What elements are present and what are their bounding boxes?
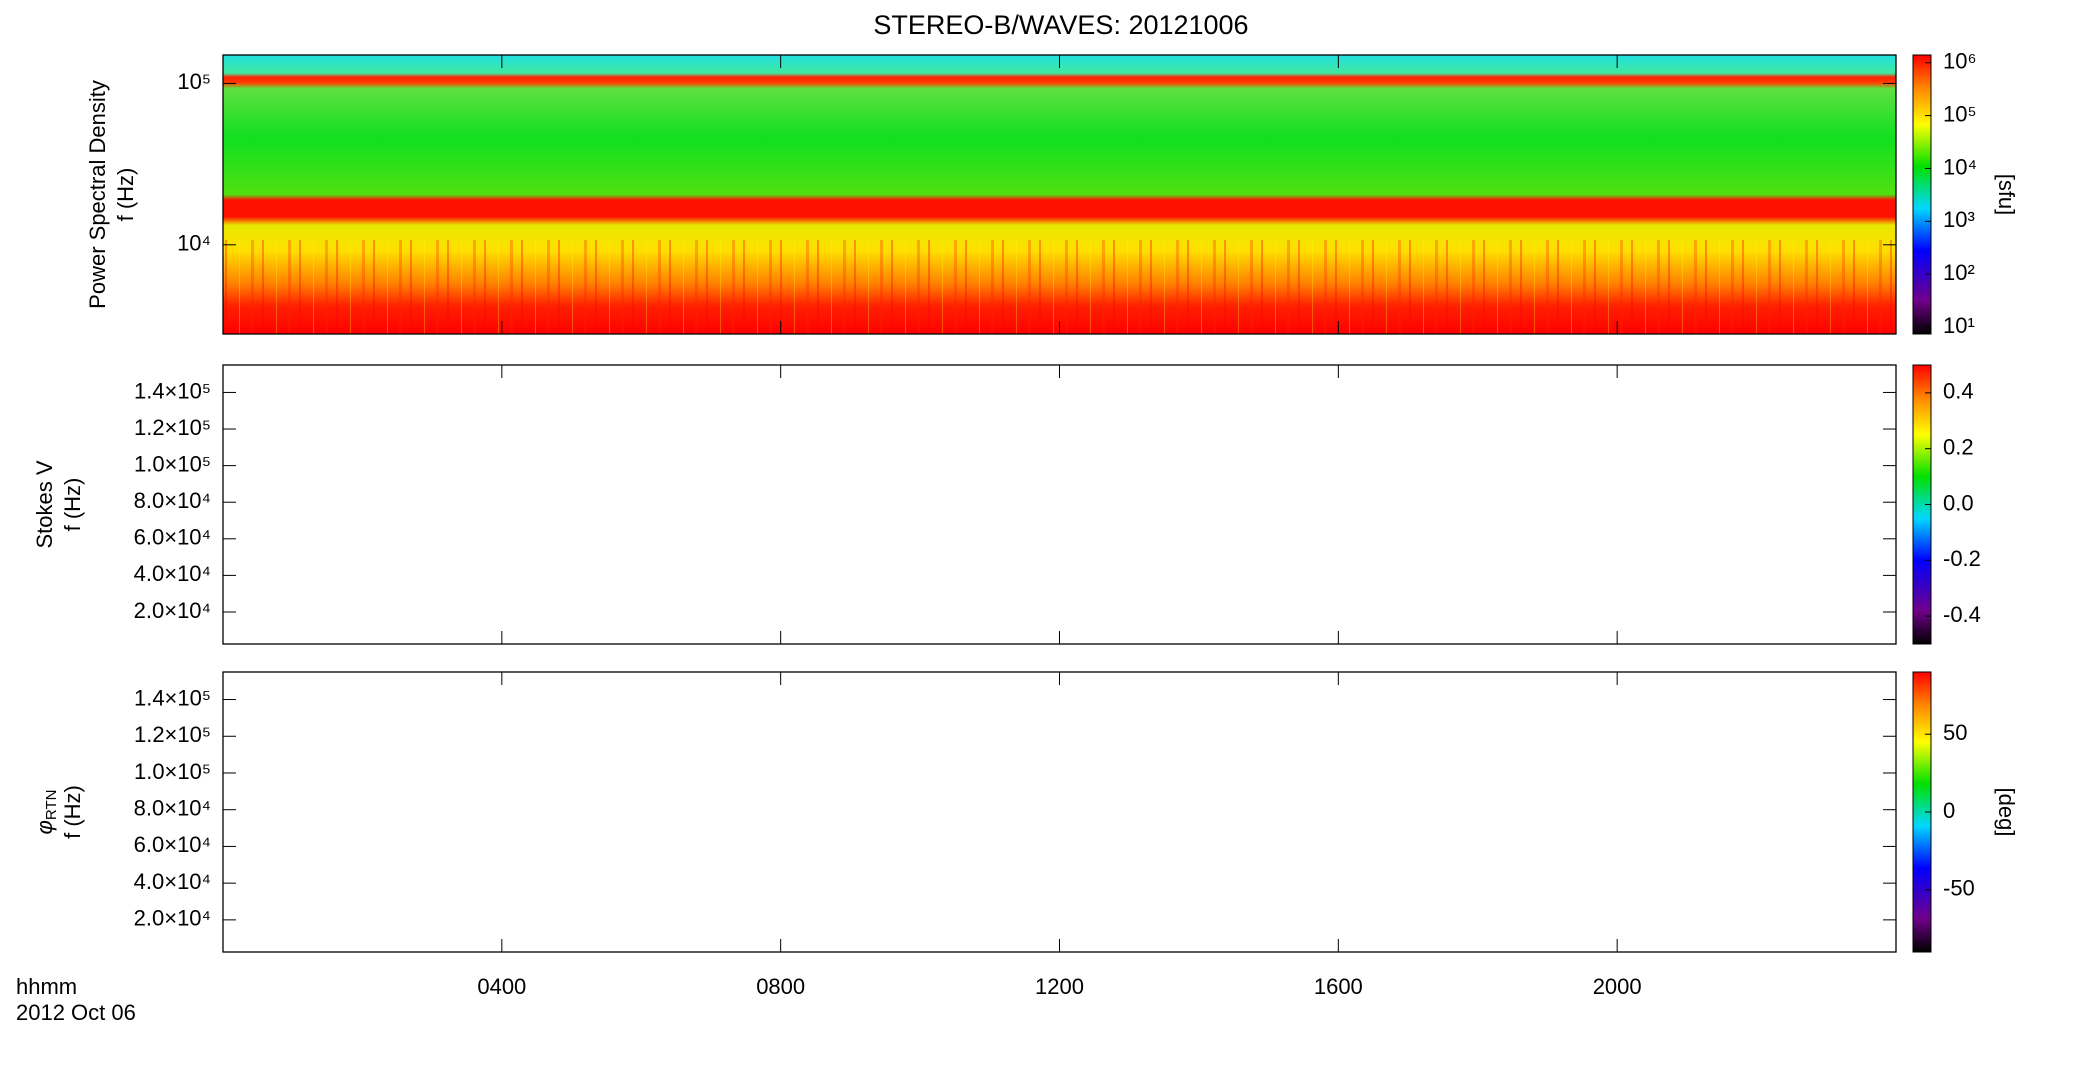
colorbar-tick-label: 10⁵: [1943, 101, 1977, 126]
colorbar-label: [deg]: [1994, 788, 2019, 837]
colorbar-tick-label: 0.0: [1943, 490, 1974, 515]
y-axis-label: f (Hz): [113, 168, 138, 222]
colorbar-label: [sfu]: [1994, 174, 2019, 216]
y-tick-label: 2.0×10⁴: [134, 906, 211, 931]
plot-frame: [222, 364, 1897, 645]
spectrogram-texture: [223, 240, 1896, 334]
y-tick-label: 1.0×10⁵: [134, 759, 211, 784]
colorbar-tick-label: 10²: [1943, 260, 1975, 285]
y-tick-label: 1.4×10⁵: [134, 685, 211, 710]
y-axis-label: φRTN: [32, 790, 60, 835]
colorbar-tick-label: 10⁴: [1943, 154, 1977, 179]
y-tick-label: 6.0×10⁴: [134, 832, 211, 857]
y-axis-label: f (Hz): [60, 785, 85, 839]
plot-frame: [222, 671, 1897, 953]
colorbar-tick-label: -50: [1943, 876, 1975, 901]
x-tick-label: 1600: [1314, 974, 1363, 999]
x-tick-label: 0800: [756, 974, 805, 999]
colorbar-tick-label: 10¹: [1943, 313, 1975, 338]
colorbar: [1912, 54, 1932, 335]
y-tick-label: 8.0×10⁴: [134, 488, 211, 513]
y-tick-label: 1.4×10⁵: [134, 378, 211, 403]
y-tick-label: 10⁵: [177, 69, 211, 94]
y-tick-label: 1.2×10⁵: [134, 722, 211, 747]
x-tick-label: 0400: [477, 974, 526, 999]
y-tick-label: 2.0×10⁴: [134, 598, 211, 623]
colorbar-tick-label: 0: [1943, 798, 1955, 823]
colorbar-tick-label: 0.4: [1943, 379, 1974, 404]
y-tick-label: 6.0×10⁴: [134, 525, 211, 550]
colorbar-tick-label: 50: [1943, 720, 1967, 745]
y-axis-label: Power Spectral Density: [85, 80, 110, 309]
colorbar-tick-label: 0.2: [1943, 435, 1974, 460]
y-tick-label: 4.0×10⁴: [134, 869, 211, 894]
x-tick-label: 1200: [1035, 974, 1084, 999]
x-tick-label: 2000: [1593, 974, 1642, 999]
y-axis-symbol-sub: RTN: [43, 790, 60, 821]
y-tick-label: 1.0×10⁵: [134, 451, 211, 476]
colorbar-tick-label: 10³: [1943, 207, 1975, 232]
y-tick-label: 8.0×10⁴: [134, 796, 211, 821]
x-axis-label: hhmm: [16, 974, 77, 999]
y-axis-label: f (Hz): [60, 478, 85, 532]
y-tick-label: 1.2×10⁵: [134, 415, 211, 440]
colorbar-tick-label: 10⁶: [1943, 49, 1977, 74]
y-tick-label: 10⁴: [177, 231, 211, 256]
colorbar-tick-label: -0.2: [1943, 546, 1981, 571]
y-axis-symbol: φ: [32, 820, 57, 834]
y-axis-label: Stokes V: [32, 460, 57, 548]
colorbar-tick-label: -0.4: [1943, 602, 1981, 627]
x-axis-date: 2012 Oct 06: [16, 1000, 136, 1025]
y-tick-label: 4.0×10⁴: [134, 561, 211, 586]
chart-title: STEREO-B/WAVES: 20121006: [873, 10, 1248, 40]
